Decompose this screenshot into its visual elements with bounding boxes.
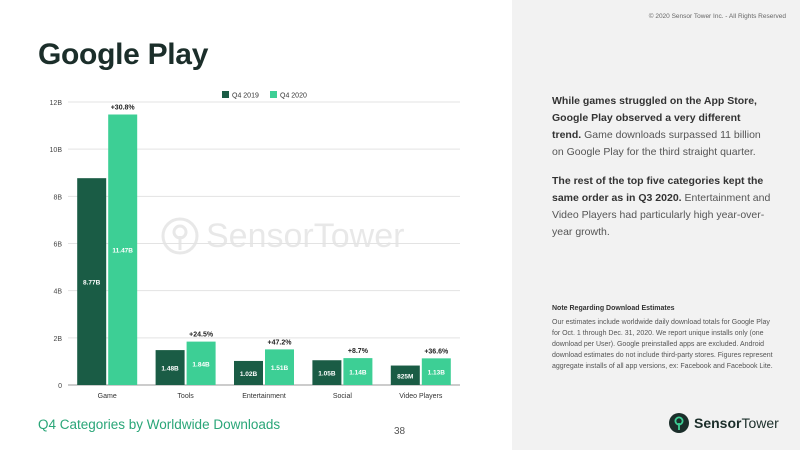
bar-q4-2020: [108, 114, 138, 385]
legend-swatch: [222, 91, 229, 98]
bar-q4-2019: [155, 350, 185, 385]
growth-label: +30.8%: [111, 104, 136, 111]
bar-q4-2020: [265, 349, 294, 385]
chart-subtitle: Q4 Categories by Worldwide Downloads: [38, 417, 281, 432]
y-tick-label: 12B: [50, 100, 63, 107]
x-axis-categories: Game Tools Entertainment Social Video Player…: [98, 393, 443, 400]
bar-q4-2019: [77, 178, 107, 385]
right-panel: [512, 0, 800, 450]
bar-value-label: 1.05B: [318, 371, 336, 378]
bar-q4-2019: [390, 365, 420, 385]
bar-value-label: 8.77B: [83, 280, 101, 287]
y-tick-label: 0: [58, 383, 62, 390]
y-tick-label: 10B: [50, 147, 63, 154]
growth-label: +24.5%: [189, 332, 214, 339]
bar-q4-2020: [186, 341, 216, 385]
insight-1-text: Game downloads surpassed 11 billion on G…: [552, 129, 761, 158]
bar-q4-2019: [312, 360, 342, 385]
legend-label: Q4 2019: [232, 93, 259, 100]
bar-value-label: 1.51B: [271, 365, 289, 372]
bar-value-label: 1.14B: [349, 370, 367, 377]
x-category-label: Social: [333, 393, 353, 400]
insight-2-text: Entertainment and Video Players had part…: [552, 192, 771, 238]
x-category-label: Video Players: [399, 393, 443, 400]
page-number: 38: [394, 426, 406, 437]
y-tick-label: 8B: [53, 194, 62, 201]
bar-q4-2020: [343, 358, 373, 385]
insight-paragraph-2: The rest of the top five categories kept…: [552, 173, 772, 241]
bars: [77, 114, 451, 385]
note-body: Our estimates include worldwide daily do…: [552, 319, 773, 370]
logo-word-bold: Sensor: [694, 415, 742, 431]
growth-label: +47.2%: [268, 339, 293, 346]
bar-value-label: 1.84B: [192, 361, 210, 368]
legend-label: Q4 2020: [280, 93, 307, 100]
x-category-label: Game: [98, 393, 117, 400]
insight-2-bold: The rest of the top five categories kept…: [552, 175, 764, 204]
y-tick-label: 4B: [53, 289, 62, 296]
bar-value-label: 11.47B: [112, 248, 133, 255]
bar-value-label: 1.48B: [161, 366, 179, 373]
logo-word-light: Tower: [741, 415, 779, 431]
y-tick-label: 2B: [53, 336, 62, 343]
bar-value-label: 1.02B: [240, 371, 258, 378]
growth-label: +8.7%: [348, 348, 369, 355]
growth-label: +36.6%: [424, 348, 449, 355]
sensor-tower-logo-icon: [669, 413, 689, 433]
x-category-label: Entertainment: [242, 393, 286, 400]
x-category-label: Tools: [177, 393, 194, 400]
bar-value-label: 1.13B: [428, 370, 446, 377]
sensor-tower-logo: SensorTower: [668, 412, 779, 434]
legend: Q4 2019 Q4 2020: [222, 91, 307, 100]
bar-chart: 0 2B 4B 6B 8B 10B 12B 8.77B 11.47B +30.8% 1.48B 1.…: [50, 91, 460, 400]
logo-wordmark: SensorTower: [694, 415, 779, 431]
y-tick-label: 6B: [53, 242, 62, 249]
page-title: Google Play: [38, 38, 209, 71]
bar-value-label: 825M: [397, 373, 413, 380]
insight-1-bold: While games struggled on the App Store, …: [552, 95, 757, 141]
y-axis-ticks: 0 2B 4B 6B 8B 10B 12B: [50, 100, 63, 390]
data-labels: 8.77B 11.47B +30.8% 1.48B 1.84B +24.5% 1.02B 1.…: [83, 104, 449, 380]
copyright: © 2020 Sensor Tower Inc. - All Rights Re…: [648, 13, 786, 20]
bar-q4-2020: [421, 358, 451, 385]
legend-swatch: [270, 91, 277, 98]
bar-q4-2019: [234, 360, 263, 385]
note-title: Note Regarding Download Estimates: [552, 305, 675, 312]
insight-paragraph-1: While games struggled on the App Store, …: [552, 93, 772, 161]
